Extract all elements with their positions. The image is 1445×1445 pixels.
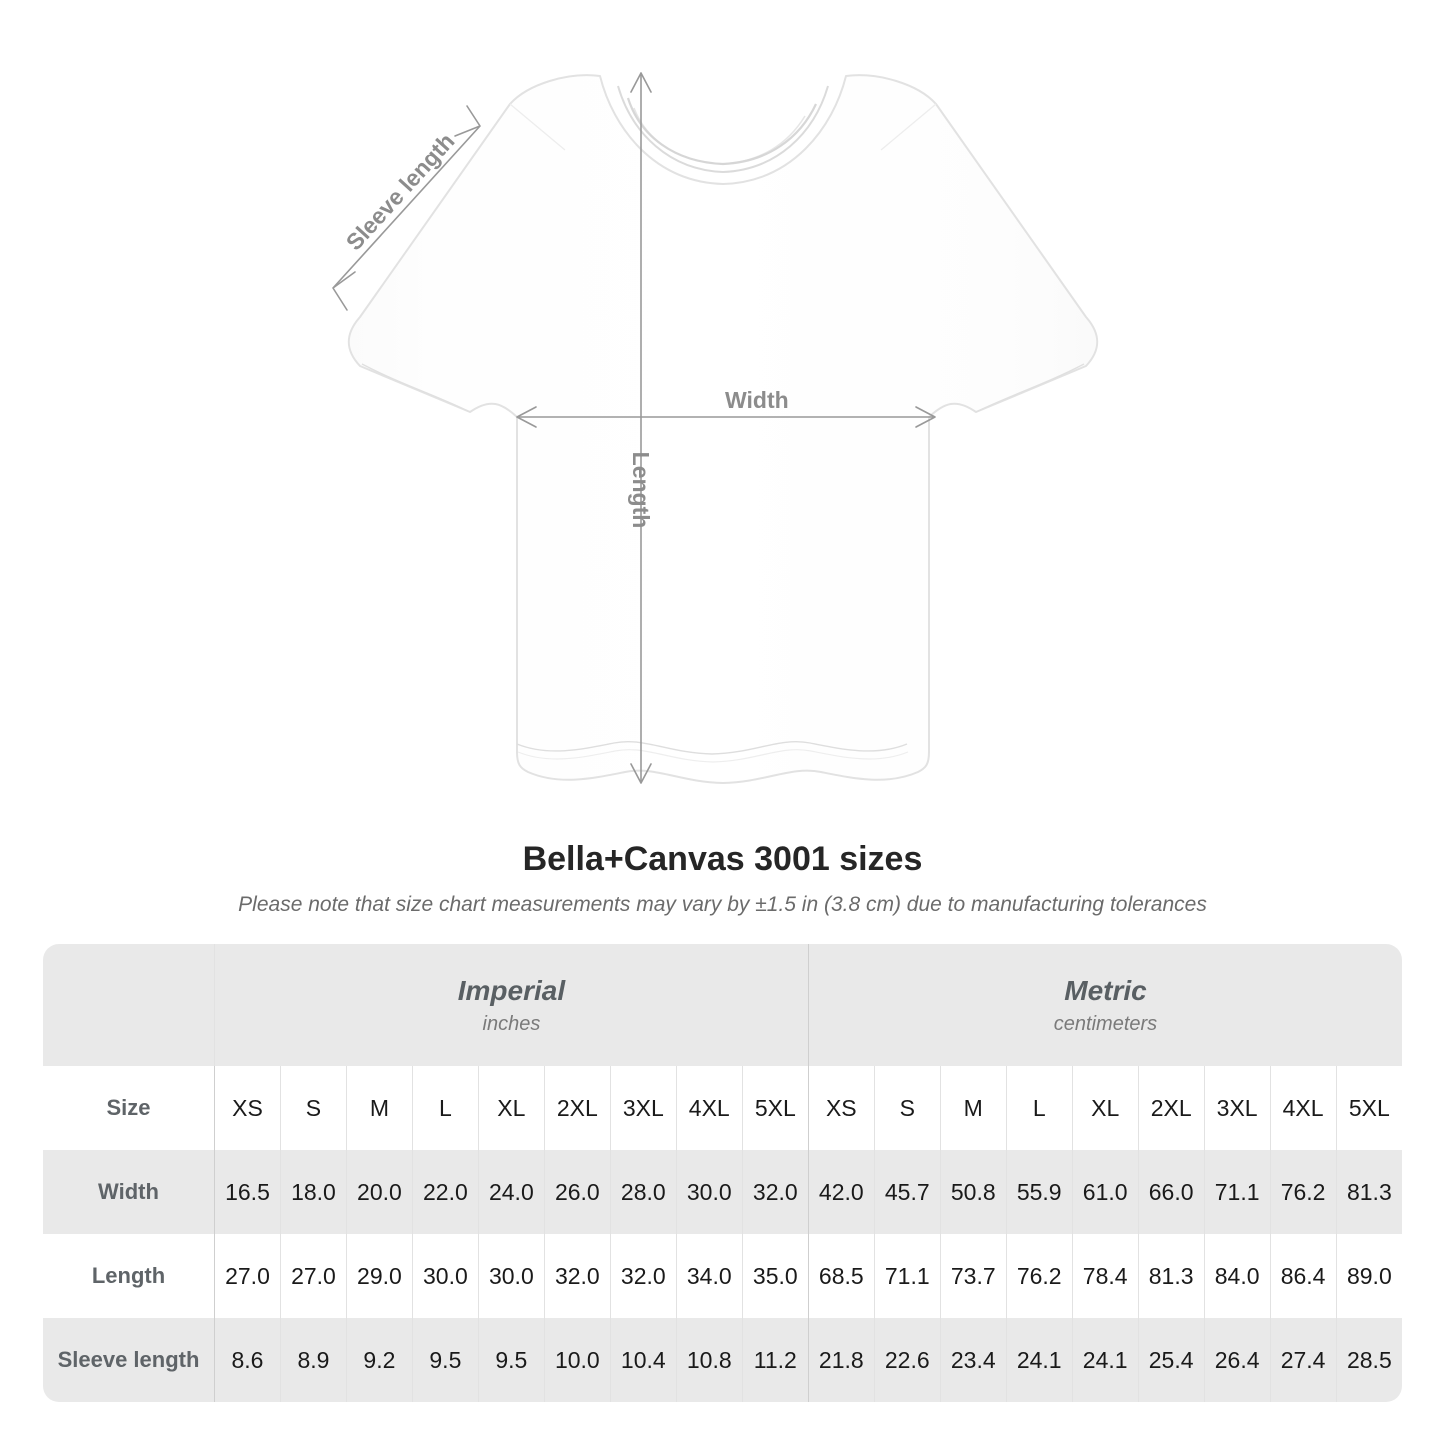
svg-text:Width: Width	[725, 387, 789, 413]
svg-text:Length: Length	[628, 452, 654, 529]
